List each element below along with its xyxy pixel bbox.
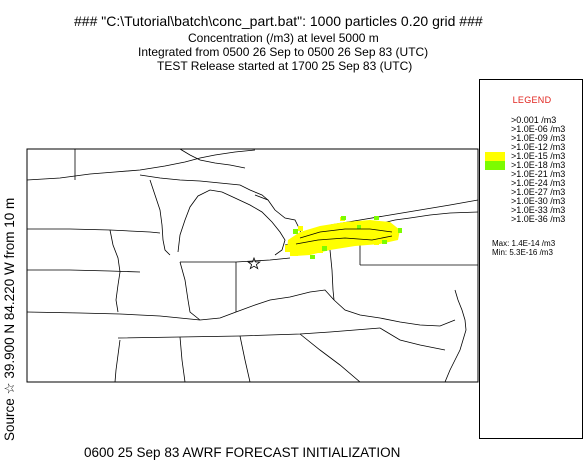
plume-cell	[385, 233, 391, 239]
lower-michigan	[177, 189, 286, 256]
canada-border	[179, 148, 246, 169]
legend-level: >1.0E-18 /m3	[511, 160, 566, 170]
legend-swatch-yellow	[485, 152, 505, 161]
legend-level: >1.0E-24 /m3	[511, 178, 566, 188]
source-star-icon	[247, 256, 261, 270]
plume-cell	[322, 246, 327, 251]
release-start-text: TEST Release started at 1700 25 Sep 83 (…	[157, 59, 413, 73]
plume-cell	[285, 245, 291, 252]
plume-cell	[310, 255, 315, 259]
plume-contour	[295, 235, 393, 245]
legend-level: >1.0E-06 /m3	[511, 124, 566, 134]
legend-level: >1.0E-15 /m3	[511, 151, 566, 161]
legend-swatch-green	[485, 161, 505, 170]
lake-ontario-shore	[394, 211, 479, 221]
kentucky-virginia-border	[117, 327, 381, 339]
illinois-indiana-border	[179, 261, 201, 321]
legend-title: LEGEND	[512, 95, 552, 105]
map-frame	[26, 148, 479, 383]
illinois-west-border	[109, 229, 121, 313]
legend-level: >0.001 /m3	[511, 115, 557, 125]
south-carolina-border	[299, 333, 361, 383]
plume-cell	[341, 216, 346, 220]
minnesota-wisconsin-border	[27, 228, 161, 234]
virginia-north-border	[333, 299, 456, 327]
legend-level: >1.0E-33 /m3	[511, 205, 566, 215]
mississippi-river	[114, 339, 121, 383]
map-boundaries	[26, 148, 479, 383]
footer-caption: 0600 25 Sep 83 AWRF FORECAST INITIALIZAT…	[84, 445, 401, 460]
concentration-level-text: Concentration (/m3) at level 5000 m	[188, 31, 379, 45]
plume-cell	[290, 250, 298, 256]
ohio-pennsylvania-border	[329, 249, 335, 301]
carolina-border	[379, 327, 446, 351]
east-coast	[444, 289, 467, 383]
integration-period-text: Integrated from 0500 26 Sep to 0500 26 S…	[138, 45, 429, 59]
plume-contour	[299, 228, 393, 239]
alabama-border	[179, 336, 186, 383]
plume-cell	[392, 231, 397, 237]
legend-min: Min: 5.3E-16 /m3	[492, 248, 553, 257]
tennessee-border	[26, 311, 201, 321]
lake-michigan-west-shore	[149, 179, 171, 256]
ohio-river	[235, 289, 335, 313]
plume-cell	[382, 240, 387, 244]
plume-cell	[293, 229, 298, 234]
plume-cell	[398, 228, 402, 233]
legend-level: >1.0E-21 /m3	[511, 169, 566, 179]
legend-level: >1.0E-09 /m3	[511, 133, 566, 143]
upper-peninsula	[139, 174, 269, 201]
legend-max: Max: 1.4E-14 /m3	[492, 239, 556, 248]
plume-cell	[357, 225, 361, 229]
georgia-border	[239, 335, 251, 383]
legend-level: >1.0E-12 /m3	[511, 142, 566, 152]
plume-cell	[374, 240, 379, 245]
legend-level: >1.0E-30 /m3	[511, 196, 566, 206]
kentucky-border	[199, 311, 237, 321]
legend-max-min: Max: 1.4E-14 /m3 Min: 5.3E-16 /m3	[492, 239, 555, 257]
legend-level: >1.0E-27 /m3	[511, 187, 566, 197]
legend-level: >1.0E-36 /m3	[511, 214, 566, 224]
concentration-plume	[285, 216, 402, 259]
plume-cell	[318, 248, 323, 253]
michigan-ohio-border	[180, 257, 291, 263]
iowa-border	[27, 269, 141, 273]
plume-cell	[374, 216, 379, 220]
legend: LEGEND >0.001 /m3 >1.0E-06 /m3 >1.0E-09 …	[479, 79, 583, 439]
northern-border	[329, 199, 479, 226]
plume-cell	[298, 226, 303, 231]
lake-superior-coast	[26, 149, 256, 181]
page-title: ### "C:\Tutorial\batch\conc_part.bat": 1…	[74, 13, 483, 29]
